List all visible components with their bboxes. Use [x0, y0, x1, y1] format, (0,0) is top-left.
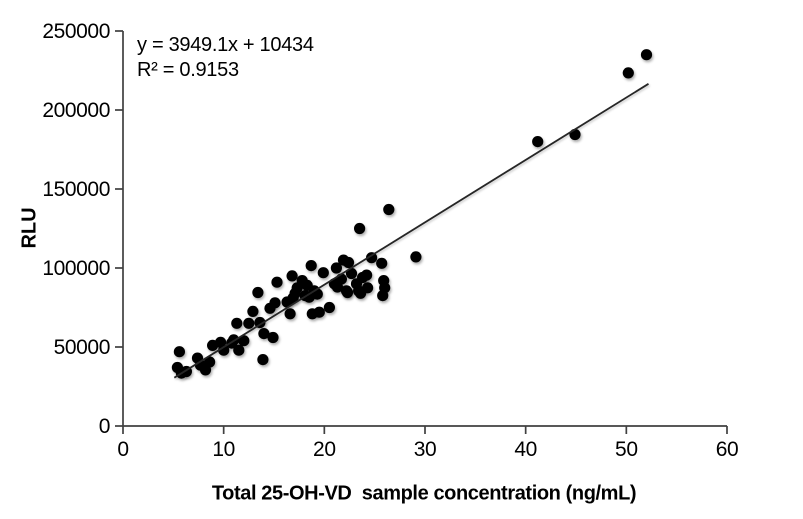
data-point	[569, 128, 581, 141]
x-tick-label: 20	[313, 438, 336, 461]
data-point	[640, 49, 653, 61]
y-tick-label: 100000	[42, 257, 110, 280]
data-point	[257, 354, 269, 366]
data-point	[247, 305, 259, 317]
trend-line	[173, 83, 649, 379]
r-squared-text: R² = 0.9153	[137, 59, 239, 81]
x-tick-label: 50	[615, 438, 638, 461]
data-point	[233, 344, 245, 356]
data-point	[345, 267, 358, 280]
data-point	[284, 308, 296, 320]
data-point	[286, 270, 298, 282]
data-point	[258, 328, 270, 340]
data-point	[379, 282, 391, 294]
y-tick-label: 250000	[42, 20, 110, 43]
x-axis-title: Total 25-OH-VD sample concentration (ng/…	[211, 482, 637, 505]
x-tick-label: 10	[212, 438, 235, 461]
data-point	[323, 301, 335, 314]
data-point	[243, 317, 255, 329]
data-point	[305, 260, 317, 272]
data-point	[354, 222, 366, 235]
data-point	[238, 335, 250, 347]
data-point	[218, 344, 230, 356]
data-point	[410, 251, 422, 263]
y-tick-label: 150000	[42, 178, 110, 201]
data-point	[173, 346, 185, 358]
data-point	[383, 203, 395, 216]
data-point	[267, 331, 279, 344]
x-tick-label: 60	[716, 438, 739, 461]
data-point	[231, 317, 243, 329]
data-point	[254, 316, 266, 329]
data-point	[342, 256, 355, 269]
data-point	[317, 267, 329, 279]
data-point	[252, 286, 264, 299]
data-point	[330, 262, 342, 274]
equation-text: y = 3949.1x + 10434	[137, 34, 314, 56]
data-point	[361, 269, 373, 281]
data-point	[376, 257, 388, 269]
y-tick-label: 50000	[54, 336, 110, 359]
regression-annotation: y = 3949.1x + 10434 R² = 0.9153	[137, 33, 314, 83]
x-tick-label: 0	[117, 438, 128, 461]
data-point	[532, 136, 544, 148]
data-point	[341, 286, 354, 299]
data-point	[366, 252, 378, 264]
data-point	[271, 276, 283, 288]
data-point	[362, 282, 374, 294]
data-point	[622, 67, 634, 79]
x-tick-label: 40	[514, 438, 537, 461]
data-point	[311, 288, 323, 300]
y-axis-title: RLU	[18, 207, 41, 249]
x-tick-label: 30	[414, 438, 437, 461]
y-tick-label: 200000	[42, 99, 110, 122]
y-tick-label: 0	[99, 415, 110, 438]
data-point	[269, 297, 281, 309]
data-point	[204, 356, 216, 368]
data-point	[313, 306, 325, 318]
